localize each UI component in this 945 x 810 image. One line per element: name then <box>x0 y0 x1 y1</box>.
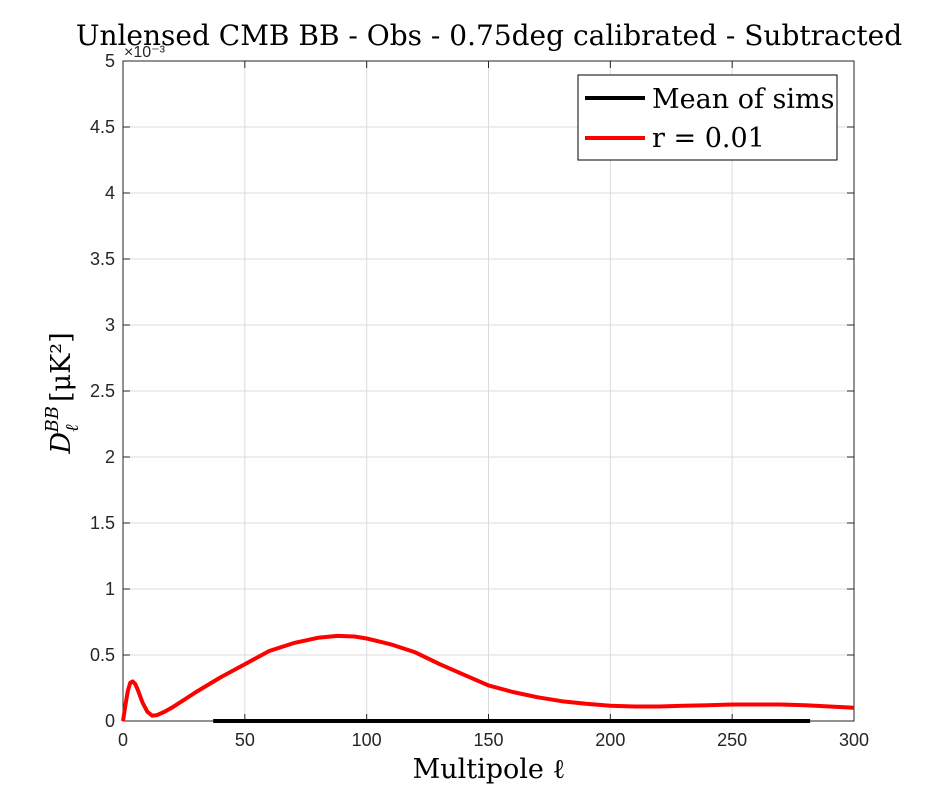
x-tick-label: 50 <box>235 730 255 750</box>
series-line-r-001 <box>121 633 855 722</box>
y-tick-label: 4 <box>105 183 115 203</box>
y-tick-label: 5 <box>105 51 115 71</box>
y-tick-label: 1 <box>105 579 115 599</box>
y-tick-label: 1.5 <box>90 513 115 533</box>
legend-label-r-001: r = 0.01 <box>652 123 765 154</box>
ticks: 0 50 100 150 200 250 300 0 0.5 1 1.5 2 2.5 3 3.5 4 4.5 5 <box>90 51 869 750</box>
y-tick-label: 3.5 <box>90 249 115 269</box>
x-tick-label: 150 <box>473 730 503 750</box>
y-axis-label-units: [μK²] <box>46 332 77 402</box>
legend-label-mean-of-sims: Mean of sims <box>652 84 834 115</box>
y-axis-label-main: D <box>46 432 77 455</box>
x-tick-label: 0 <box>118 730 128 750</box>
x-axis-label: Multipole ℓ <box>413 754 566 785</box>
y-tick-label: 0.5 <box>90 645 115 665</box>
y-tick-label: 2.5 <box>90 381 115 401</box>
y-tick-label: 4.5 <box>90 117 115 137</box>
x-tick-label: 250 <box>717 730 747 750</box>
y-exponent-label: ×10⁻³ <box>124 44 166 61</box>
y-tick-label: 3 <box>105 315 115 335</box>
x-tick-label: 200 <box>595 730 625 750</box>
legend: Mean of sims r = 0.01 <box>577 74 838 161</box>
x-tick-label: 100 <box>352 730 382 750</box>
y-axis-label: DℓBB [μK²] <box>42 332 83 454</box>
y-axis-label-sup: BB <box>42 406 63 433</box>
y-axis-label-sub: ℓ <box>62 424 83 432</box>
x-tick-label: 300 <box>839 730 869 750</box>
legend-box <box>577 74 838 161</box>
chart-title: Unlensed CMB BB - Obs - 0.75deg calibrat… <box>76 19 902 52</box>
y-tick-label: 0 <box>105 711 115 731</box>
y-tick-label: 2 <box>105 447 115 467</box>
series <box>121 633 855 723</box>
